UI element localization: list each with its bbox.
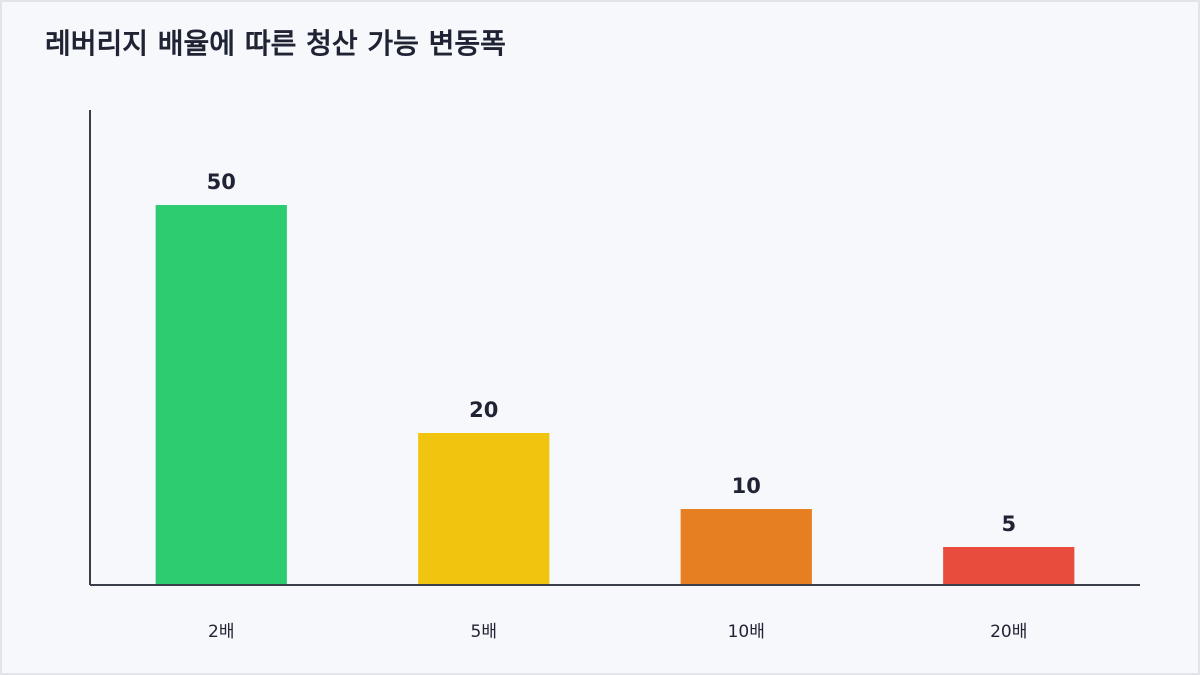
x-tick-label: 20배 <box>990 622 1027 642</box>
value-label: 50 <box>207 170 236 194</box>
value-label: 20 <box>469 398 498 422</box>
x-tick-label: 10배 <box>728 622 765 642</box>
value-label: 5 <box>1001 512 1016 536</box>
bar <box>155 205 287 585</box>
x-tick-label: 5배 <box>471 622 497 642</box>
chart-title: 레버리지 배율에 따른 청산 가능 변동폭 <box>45 27 506 60</box>
bar <box>943 547 1075 585</box>
bar <box>418 433 550 585</box>
bar <box>680 509 812 585</box>
value-label: 10 <box>732 474 761 498</box>
x-tick-label: 2배 <box>208 622 234 642</box>
